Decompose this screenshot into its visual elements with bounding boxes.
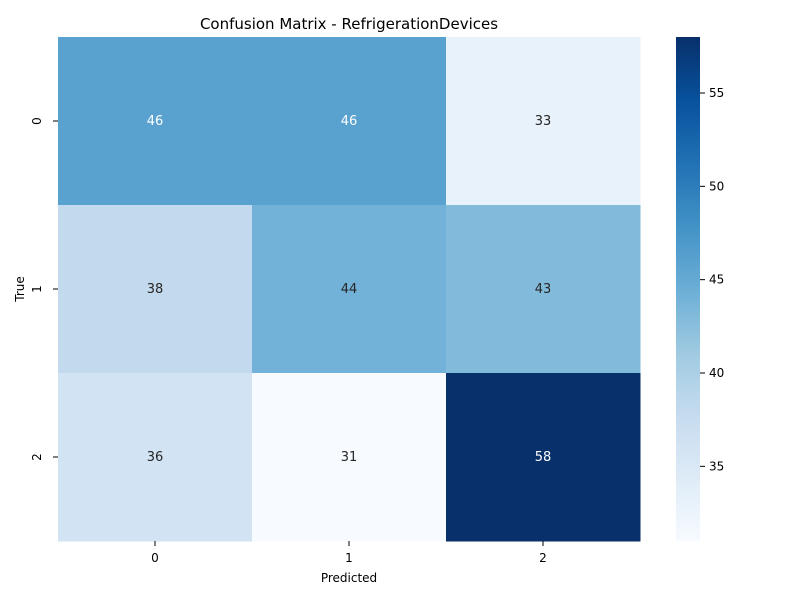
cell-value-2-1: 31 bbox=[341, 450, 358, 465]
cell-labels: 46 46 33 38 44 43 36 31 58 bbox=[147, 114, 552, 465]
colorbar-ticks: 35 40 45 50 55 bbox=[700, 86, 724, 473]
x-tick-label-1: 1 bbox=[345, 551, 353, 565]
heatmap-cell-0-0 bbox=[58, 37, 253, 206]
y-axis-label: True bbox=[13, 276, 27, 303]
colorbar bbox=[676, 37, 700, 541]
heatmap-cell-2-1 bbox=[252, 373, 447, 542]
cell-value-1-2: 43 bbox=[535, 282, 552, 297]
x-tick-label-0: 0 bbox=[151, 551, 159, 565]
colorbar-tick-label-3: 50 bbox=[709, 179, 724, 193]
x-tick-label-2: 2 bbox=[539, 551, 547, 565]
heatmap-cell-0-1 bbox=[252, 37, 447, 206]
colorbar-tick-label-1: 40 bbox=[709, 366, 724, 380]
cell-value-2-2: 58 bbox=[535, 450, 552, 465]
colorbar-tick-label-0: 35 bbox=[709, 459, 724, 473]
colorbar-tick-label-2: 45 bbox=[709, 273, 724, 287]
heatmap-cell-1-2 bbox=[446, 205, 641, 374]
colorbar-tick-label-4: 55 bbox=[709, 86, 724, 100]
cell-value-1-0: 38 bbox=[147, 282, 164, 297]
heatmap-cell-1-0 bbox=[58, 205, 253, 374]
heatmap-cell-1-1 bbox=[252, 205, 447, 374]
y-tick-label-0: 0 bbox=[30, 117, 44, 125]
cell-value-1-1: 44 bbox=[341, 282, 358, 297]
y-tick-label-1: 1 bbox=[30, 285, 44, 293]
cell-value-2-0: 36 bbox=[147, 450, 164, 465]
heatmap-cell-0-2 bbox=[446, 37, 641, 206]
chart-title: Confusion Matrix - RefrigerationDevices bbox=[200, 15, 498, 33]
heatmap-cells bbox=[58, 37, 641, 542]
heatmap-cell-2-2 bbox=[446, 373, 641, 542]
cell-value-0-2: 33 bbox=[535, 114, 552, 129]
cell-value-0-1: 46 bbox=[341, 114, 358, 129]
heatmap-cell-2-0 bbox=[58, 373, 253, 542]
y-axis: 0 1 2 bbox=[30, 117, 58, 461]
x-axis: 0 1 2 bbox=[151, 541, 547, 565]
y-tick-label-2: 2 bbox=[30, 453, 44, 461]
x-axis-label: Predicted bbox=[321, 571, 377, 585]
cell-value-0-0: 46 bbox=[147, 114, 164, 129]
